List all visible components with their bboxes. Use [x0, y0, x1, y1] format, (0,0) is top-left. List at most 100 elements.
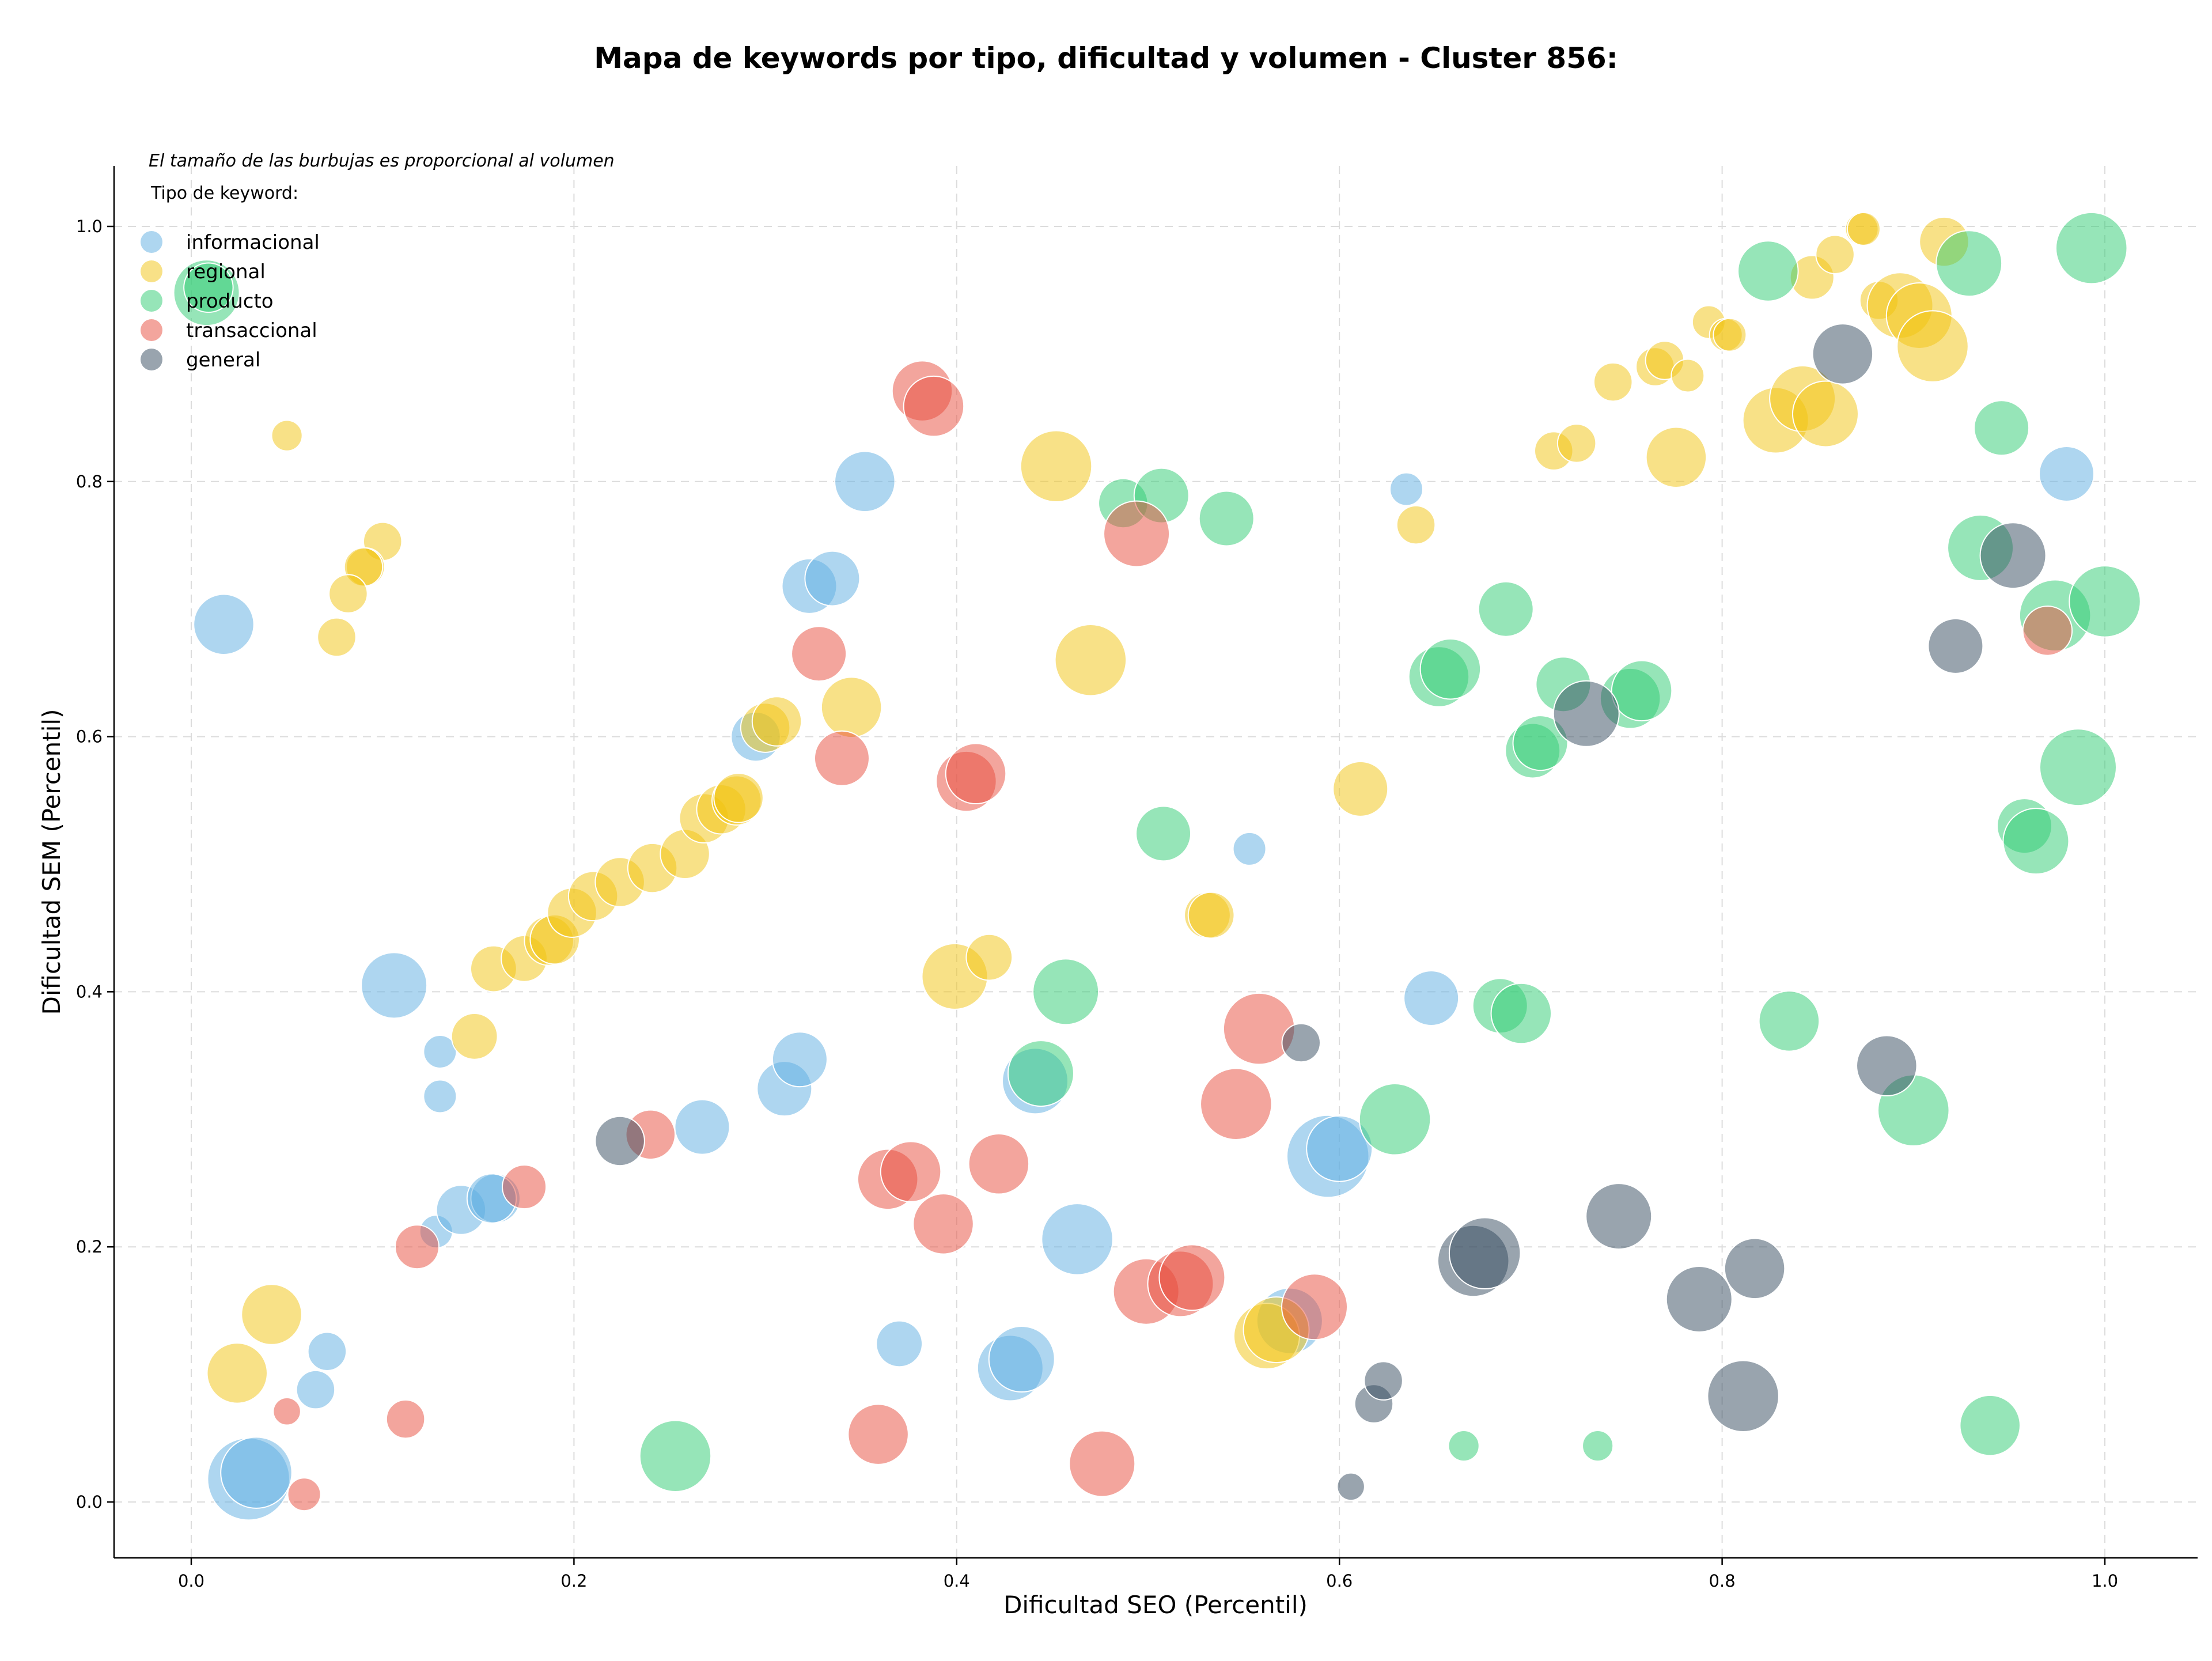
- bubble-regional: [1054, 624, 1127, 697]
- legend-marker-general: [141, 349, 162, 370]
- legend-label-general: general: [186, 349, 260, 372]
- bubble-informacional: [834, 451, 896, 513]
- legend-marker-regional: [141, 260, 162, 282]
- bubble-producto: [1512, 715, 1569, 771]
- bubble-producto: [1611, 660, 1673, 722]
- bubble-informacional: [1403, 970, 1460, 1026]
- chart-title: Mapa de keywords por tipo, dificultad y …: [594, 41, 1618, 75]
- bubble-producto: [1936, 230, 2003, 297]
- legend-label-regional: regional: [186, 260, 266, 283]
- series-producto: [173, 211, 2141, 1493]
- bubble-regional: [271, 419, 303, 452]
- y-tick-label: 0.6: [76, 727, 103, 747]
- bubble-transaccional: [385, 1399, 426, 1439]
- bubble-general: [1336, 1472, 1365, 1501]
- bubble-producto: [1490, 982, 1552, 1045]
- bubble-general: [1665, 1265, 1733, 1333]
- bubble-regional: [1846, 211, 1881, 246]
- bubble-general: [1552, 680, 1620, 747]
- bubble-informacional: [193, 593, 255, 656]
- x-tick-label: 0.8: [1709, 1571, 1736, 1591]
- bubble-producto: [1478, 581, 1534, 637]
- bubble-producto: [1758, 990, 1820, 1052]
- bubble-transaccional: [968, 1133, 1030, 1195]
- bubble-general: [1812, 323, 1874, 385]
- y-tick-label: 0.2: [76, 1237, 103, 1257]
- y-tick-label: 0.8: [76, 472, 103, 491]
- bubble-informacional: [1041, 1203, 1113, 1276]
- bubble-informacional: [876, 1320, 923, 1368]
- bubble-regional: [965, 933, 1013, 981]
- bubble-informacional: [1232, 831, 1267, 866]
- bubble-regional: [450, 1012, 498, 1060]
- bubble-producto: [1959, 1394, 2021, 1456]
- bubble-producto: [1737, 240, 1799, 302]
- bubble-informacional: [1389, 472, 1423, 506]
- bubble-producto: [1135, 805, 1192, 862]
- bubble-regional: [1896, 310, 1969, 383]
- bubble-producto: [639, 1420, 712, 1493]
- bubble-regional: [751, 696, 802, 747]
- bubble-transaccional: [2022, 606, 2073, 656]
- bubble-transaccional: [394, 1224, 440, 1270]
- legend-label-producto: producto: [186, 290, 274, 313]
- bubble-transaccional: [502, 1164, 547, 1210]
- legend-marker-producto: [141, 290, 162, 312]
- bubble-regional: [1791, 380, 1859, 448]
- bubble-transaccional: [813, 730, 870, 786]
- legend-label-transaccional: transaccional: [186, 319, 317, 342]
- bubble-transaccional: [1069, 1430, 1136, 1497]
- bubble-producto: [1448, 1429, 1480, 1462]
- bubble-regional: [241, 1284, 302, 1345]
- series-general: [594, 323, 2047, 1501]
- bubble-informacional: [2039, 446, 2095, 502]
- bubble-producto: [2055, 211, 2128, 285]
- bubble-transaccional: [1158, 1244, 1226, 1311]
- bubble-regional: [1020, 430, 1093, 502]
- bubble-transaccional: [791, 626, 847, 682]
- y-tick-label: 1.0: [76, 217, 103, 236]
- bubble-informacional: [1306, 1115, 1373, 1182]
- size-note: El tamaño de las burbujas es proporciona…: [149, 151, 615, 171]
- bubble-producto: [2039, 728, 2117, 807]
- bubble-regional: [1713, 317, 1747, 352]
- legend-title: Tipo de keyword:: [150, 183, 298, 203]
- bubble-producto: [1419, 638, 1482, 700]
- bubble-transaccional: [945, 743, 1007, 805]
- legend: informacional regional producto transaccion…: [141, 231, 320, 372]
- bubble-regional: [1556, 423, 1597, 463]
- bubble-informacional: [220, 1436, 293, 1509]
- bubble-transaccional: [272, 1397, 301, 1426]
- bubble-producto: [1007, 1040, 1074, 1107]
- series-regional: [206, 211, 1969, 1404]
- bubble-general: [1585, 1183, 1653, 1250]
- legend-label-informacional: informacional: [186, 231, 320, 254]
- bubble-transaccional: [287, 1477, 321, 1512]
- bubble-general: [1979, 522, 2047, 589]
- grid: [114, 166, 2198, 1558]
- bubble-informacional: [804, 550, 861, 607]
- bubble-general: [1707, 1360, 1779, 1432]
- bubble-transaccional: [903, 375, 965, 437]
- bubble-general: [1724, 1238, 1786, 1300]
- bubble-informacional: [771, 1031, 828, 1088]
- bubble-general: [1363, 1361, 1403, 1401]
- bubble-general: [1856, 1035, 1918, 1097]
- bubble-regional: [1815, 234, 1855, 274]
- bubble-regional: [1187, 891, 1235, 939]
- x-tick-label: 0.2: [560, 1571, 587, 1591]
- bubble-regional: [317, 617, 357, 657]
- bubble-general: [594, 1115, 645, 1167]
- bubble-regional: [206, 1342, 268, 1404]
- y-axis-ticks: 0.0 0.2 0.4 0.6 0.8 1.0: [76, 217, 114, 1512]
- bubble-informacional: [674, 1099, 730, 1155]
- bubble-producto: [2002, 808, 2070, 875]
- x-tick-label: 0.4: [944, 1571, 970, 1591]
- bubble-informacional: [307, 1331, 347, 1371]
- bubble-general: [1448, 1217, 1521, 1290]
- x-axis-ticks: 0.0 0.2 0.4 0.6 0.8 1.0: [178, 1558, 2118, 1591]
- bubble-regional: [820, 676, 882, 738]
- bubble-informacional: [988, 1326, 1055, 1393]
- bubble-transaccional: [847, 1403, 909, 1465]
- bubble-regional: [1332, 760, 1389, 817]
